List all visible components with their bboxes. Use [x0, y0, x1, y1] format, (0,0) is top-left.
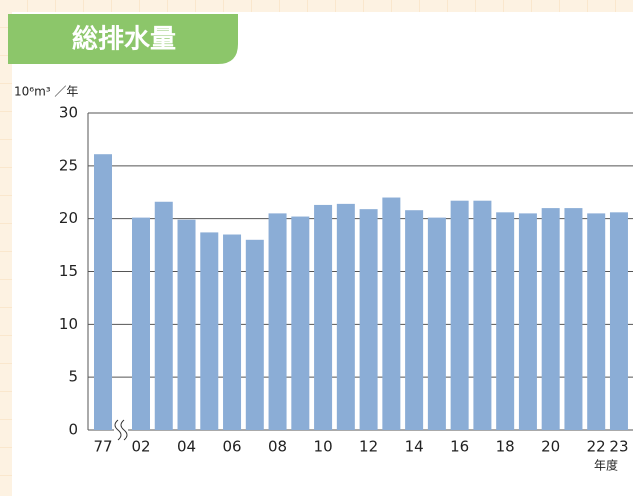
bar	[94, 154, 112, 430]
break-gap	[114, 418, 128, 442]
bar	[223, 234, 242, 430]
x-tick-label: 23	[609, 438, 628, 456]
bar	[154, 201, 173, 430]
bar	[382, 197, 401, 430]
bar	[177, 219, 196, 430]
x-tick-label: 04	[177, 438, 196, 456]
bar	[518, 213, 537, 430]
x-tick-label: 10	[314, 438, 333, 456]
y-tick-label: 5	[68, 368, 78, 386]
bar	[132, 217, 150, 430]
bar	[314, 204, 333, 430]
y-tick-label: 15	[59, 262, 78, 280]
bar	[359, 209, 378, 430]
bar	[541, 208, 560, 430]
bar	[200, 232, 219, 430]
x-tick-label: 16	[450, 438, 469, 456]
title-tab	[8, 14, 238, 64]
x-tick-label: 06	[222, 438, 241, 456]
bar	[496, 212, 515, 430]
x-tick-label: 02	[131, 438, 150, 456]
bar	[268, 213, 287, 430]
bar	[587, 213, 606, 430]
bar	[336, 203, 355, 430]
x-tick-label: 77	[93, 438, 112, 456]
y-tick-label: 10	[59, 315, 78, 333]
x-tick-label: 12	[359, 438, 378, 456]
y-tick-label: 0	[68, 421, 78, 439]
x-tick-label: 18	[496, 438, 515, 456]
bar	[427, 217, 446, 430]
y-tick-label: 20	[59, 209, 78, 227]
x-tick-label: 20	[541, 438, 560, 456]
bar	[245, 239, 264, 430]
bar	[405, 210, 424, 430]
bar	[473, 200, 492, 430]
bar	[450, 200, 469, 430]
x-tick-label: 14	[405, 438, 424, 456]
y-axis-label: 10⁶m³ ／年	[14, 85, 78, 99]
y-tick-label: 25	[59, 156, 78, 174]
plot: 0 5 10 15 20 25 30 77 02 04 06 08 10 12 14 16 18 20 22 23	[59, 104, 633, 456]
y-tick-label: 30	[59, 104, 78, 122]
bar	[564, 208, 583, 430]
x-axis-label: 年度	[594, 458, 618, 473]
chart-title: 総排水量	[72, 24, 176, 55]
x-tick-label: 22	[587, 438, 606, 456]
bar	[291, 216, 310, 430]
axis-break	[114, 419, 128, 441]
x-tick-label: 08	[268, 438, 287, 456]
bar	[609, 212, 628, 430]
